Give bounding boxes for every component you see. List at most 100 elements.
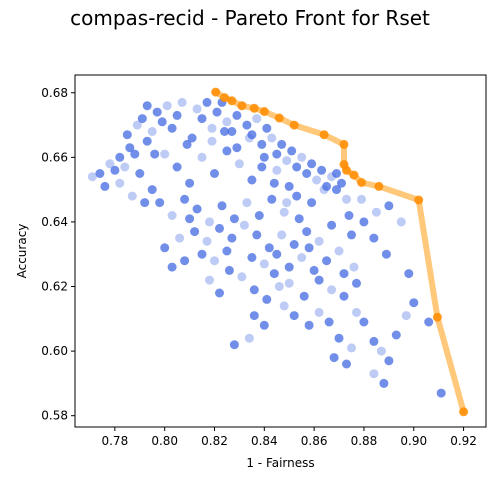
scatter-point <box>222 117 232 127</box>
scatter-point <box>254 211 264 220</box>
scatter-point <box>332 185 341 195</box>
scatter-point <box>210 256 219 266</box>
scatter-point <box>212 107 222 117</box>
y-tick-label: 0.68 <box>41 86 68 100</box>
scatter-point <box>302 169 312 178</box>
scatter-point <box>352 278 361 288</box>
x-tick-label: 0.80 <box>151 434 178 448</box>
scatter-point <box>369 369 379 379</box>
scatter-point <box>292 162 302 172</box>
scatter-point <box>287 146 297 156</box>
scatter-point <box>130 149 140 159</box>
scatter-point <box>147 127 157 136</box>
scatter-point <box>242 198 252 208</box>
scatter-point <box>267 194 277 204</box>
scatter-point <box>339 291 349 301</box>
scatter-point <box>142 136 152 146</box>
x-axis-ticks: 0.78 0.80 0.82 0.84 0.86 0.88 0.90 0.92 <box>101 427 477 448</box>
scatter-point <box>215 288 224 298</box>
scatter-point <box>252 114 262 124</box>
scatter-point <box>229 340 239 350</box>
scatter-point <box>182 139 192 149</box>
scatter-point <box>95 169 105 178</box>
scatter-point <box>167 211 177 220</box>
scatter-point <box>247 175 257 185</box>
scatter-point <box>215 223 224 233</box>
y-axis-label: Accuracy <box>15 224 29 279</box>
scatter-point <box>105 159 115 169</box>
scatter-point <box>282 198 292 208</box>
scatter-point <box>160 149 170 159</box>
pareto-front-point <box>339 139 349 149</box>
scatter-point <box>307 198 317 208</box>
scatter-point <box>339 269 349 279</box>
scatter-point <box>110 165 120 175</box>
scatter-point <box>272 249 282 259</box>
scatter-point <box>297 152 307 162</box>
pareto-front-point <box>342 165 351 175</box>
scatter-point <box>259 152 269 162</box>
scatter-point <box>127 191 137 201</box>
scatter-point <box>284 181 294 191</box>
scatter-point <box>232 110 242 120</box>
scatter-point <box>205 275 214 285</box>
scatter-point <box>347 230 356 240</box>
scatter-point <box>224 265 234 275</box>
x-tick-label: 0.90 <box>400 434 427 448</box>
scatter-point <box>284 262 294 272</box>
y-tick-label: 0.66 <box>41 150 68 164</box>
scatter-point <box>100 181 110 191</box>
scatter-point <box>207 123 217 133</box>
scatter-point <box>172 110 182 120</box>
x-tick-label: 0.86 <box>301 434 328 448</box>
scatter-point <box>337 178 346 188</box>
scatter-point <box>319 185 329 195</box>
scatter-point <box>371 207 381 217</box>
x-tick-label: 0.92 <box>450 434 477 448</box>
scatter-point <box>202 97 212 107</box>
scatter-point <box>115 152 125 162</box>
scatter-point <box>289 240 299 249</box>
scatter-point <box>180 194 190 204</box>
scatter-point <box>220 127 229 136</box>
scatter-point <box>384 356 394 366</box>
pareto-front-layer <box>211 87 469 417</box>
scatter-point <box>157 117 167 127</box>
scatter-point <box>125 143 135 153</box>
scatter-point <box>304 243 314 253</box>
scatter-point <box>376 346 386 356</box>
scatter-point <box>277 139 287 149</box>
scatter-point <box>349 262 359 272</box>
scatter-point <box>247 253 257 262</box>
scatter-point <box>314 275 324 285</box>
scatter-point <box>252 230 262 240</box>
scatter-point <box>142 101 152 111</box>
scatter-point <box>249 285 259 295</box>
scatter-point <box>244 333 254 343</box>
x-tick-label: 0.84 <box>251 434 278 448</box>
pareto-front-point <box>211 87 221 97</box>
scatter-point <box>384 201 394 211</box>
scatter-point <box>155 198 165 208</box>
pareto-front-point <box>237 101 247 111</box>
scatter-point <box>369 336 379 346</box>
scatter-point <box>185 178 195 188</box>
scatter-point <box>160 243 170 253</box>
scatter-point <box>272 149 282 159</box>
scatter-point <box>359 217 369 227</box>
y-tick-label: 0.60 <box>41 344 68 358</box>
scatter-point <box>167 262 177 272</box>
scatter-point <box>314 307 324 317</box>
scatter-point <box>334 333 344 343</box>
scatter-point <box>391 330 401 340</box>
scatter-point <box>282 156 292 166</box>
scatter-point <box>327 285 337 295</box>
pareto-front-point <box>249 103 259 113</box>
scatter-point <box>87 172 97 182</box>
pareto-front-point <box>414 195 424 205</box>
scatter-point <box>344 211 354 220</box>
scatter-point <box>379 378 389 388</box>
y-axis-ticks: 0.58 0.60 0.62 0.64 0.66 0.68 <box>41 86 75 423</box>
scatter-point <box>269 269 279 279</box>
